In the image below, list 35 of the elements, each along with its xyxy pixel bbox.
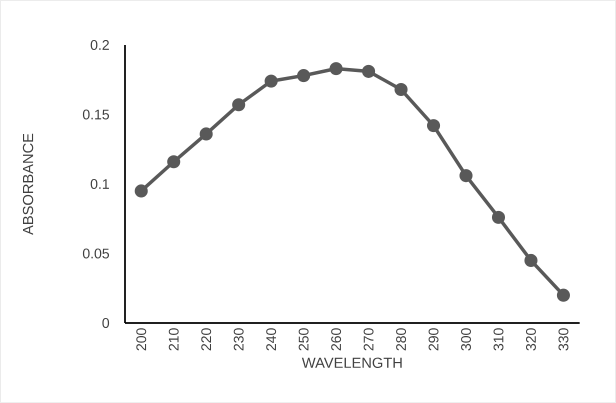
x-tick-label: 230 bbox=[234, 328, 244, 350]
point bbox=[394, 82, 408, 96]
x-tick-label: 310 bbox=[494, 328, 504, 351]
point bbox=[524, 254, 538, 267]
point bbox=[167, 155, 180, 168]
point bbox=[134, 184, 148, 198]
x-tick-label: 280 bbox=[396, 328, 406, 350]
y-tick-label: 0.2 bbox=[90, 40, 109, 50]
x-tick-label: 220 bbox=[201, 328, 212, 350]
x-tick-label: 320 bbox=[526, 328, 536, 351]
x-tick-label: 210 bbox=[168, 328, 179, 350]
point bbox=[330, 62, 343, 76]
x-tick-label: 240 bbox=[266, 328, 276, 350]
y-tick-label: 0.15 bbox=[82, 110, 110, 120]
point bbox=[426, 119, 440, 132]
y-axis-title: ABSORBANCE bbox=[22, 134, 34, 235]
x-tick-label: 250 bbox=[298, 328, 309, 350]
point bbox=[492, 210, 506, 224]
point bbox=[264, 74, 278, 88]
x-tick-label: 330 bbox=[558, 328, 568, 351]
point bbox=[459, 169, 473, 182]
point bbox=[297, 69, 310, 82]
point bbox=[232, 98, 246, 112]
point bbox=[362, 64, 376, 78]
point bbox=[200, 127, 213, 140]
y-tick-label: 0.1 bbox=[90, 179, 109, 189]
y-tick-label: 0 bbox=[102, 318, 110, 328]
x-tick-label: 270 bbox=[364, 328, 374, 350]
x-tick-label: 300 bbox=[461, 328, 471, 351]
y-tick-label: 0.05 bbox=[82, 248, 110, 258]
x-tick-label: 290 bbox=[428, 328, 438, 350]
x-tick-label: 260 bbox=[331, 328, 342, 350]
point bbox=[556, 288, 570, 302]
x-tick-label: 200 bbox=[136, 328, 146, 350]
x-axis-title: WAVELENGTH bbox=[302, 358, 402, 368]
